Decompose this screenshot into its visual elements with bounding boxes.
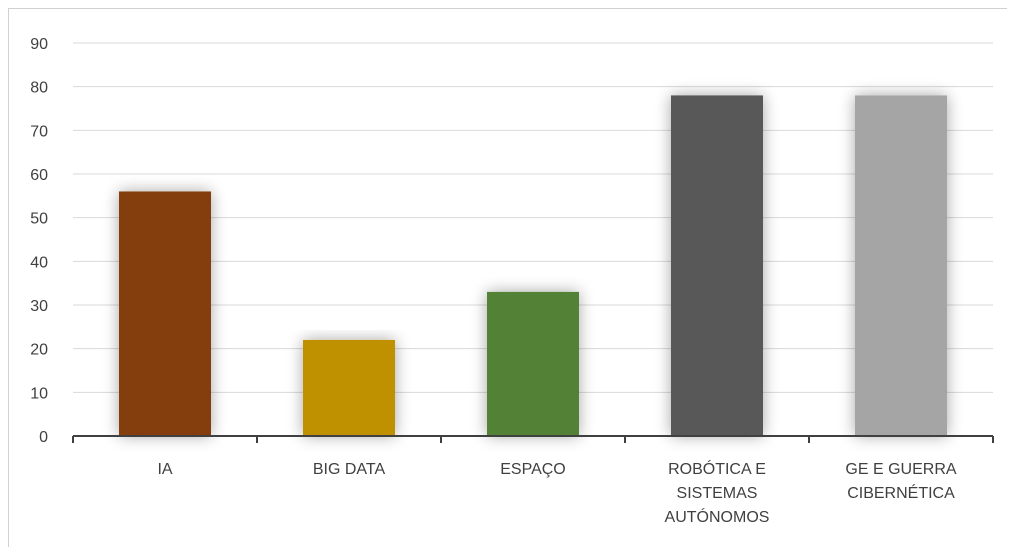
- y-tick-label: 90: [30, 36, 48, 53]
- x-category-label: ROBÓTICA E: [668, 459, 766, 478]
- bar: [119, 191, 211, 436]
- x-category-label: IA: [157, 461, 172, 478]
- bar: [671, 95, 763, 437]
- y-tick-label: 20: [30, 342, 48, 359]
- x-category-label: BIG DATA: [313, 461, 386, 478]
- x-category-label: GE E GUERRA: [845, 461, 956, 478]
- bars: [119, 95, 947, 437]
- x-category-label: AUTÓNOMOS: [665, 507, 770, 526]
- bar: [855, 95, 947, 437]
- y-tick-label: 0: [39, 429, 48, 446]
- x-category-label: ESPAÇO: [500, 461, 566, 478]
- x-axis-category-labels: IA BIG DATA ESPAÇO ROBÓTICA E SISTEMAS AUTÓNO…: [157, 459, 956, 526]
- x-category-label: SISTEMAS: [677, 485, 758, 502]
- y-axis-tick-labels: 0 10 20 30 40 50 60 70 80 90: [30, 36, 48, 446]
- bar: [303, 339, 395, 436]
- y-tick-label: 50: [30, 211, 48, 228]
- y-tick-label: 30: [30, 298, 48, 315]
- x-axis: [72, 435, 994, 443]
- y-tick-label: 80: [30, 80, 48, 97]
- y-tick-label: 60: [30, 167, 48, 184]
- x-category-label: CIBERNÉTICA: [847, 483, 955, 502]
- y-tick-label: 10: [30, 385, 48, 402]
- y-tick-label: 40: [30, 254, 48, 271]
- bar: [487, 291, 579, 436]
- y-tick-label: 70: [30, 123, 48, 140]
